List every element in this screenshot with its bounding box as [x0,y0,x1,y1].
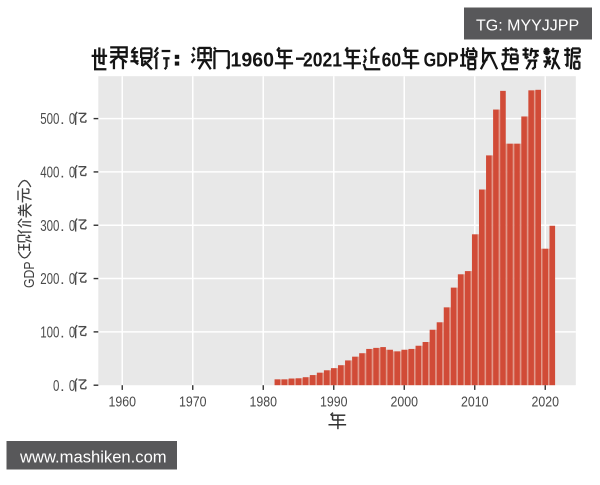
svg-text:0: 0 [69,165,75,182]
svg-text:1980: 1980 [250,395,278,411]
svg-text:2010: 2010 [461,395,489,411]
svg-text:TG: MYYJJPP: TG: MYYJJPP [476,18,579,35]
svg-text:1960: 1960 [231,48,275,71]
svg-text:100: 100 [40,325,59,342]
svg-text:400: 400 [40,165,59,182]
svg-text:0: 0 [69,325,75,342]
svg-text:.: . [60,378,64,395]
svg-text:500: 500 [40,111,59,128]
svg-text:.: . [60,218,64,235]
svg-text:GDP: GDP [21,262,38,289]
svg-text:60: 60 [382,48,402,71]
svg-text:.: . [60,165,64,182]
svg-text:300: 300 [40,218,59,235]
svg-text:www.mashiken.com: www.mashiken.com [19,447,167,466]
svg-text:2021: 2021 [303,48,342,71]
svg-text:0: 0 [53,378,59,395]
svg-text:.: . [60,111,64,128]
svg-text:0: 0 [69,271,75,288]
svg-text:.: . [60,271,64,288]
svg-text:2000: 2000 [391,395,419,411]
svg-text:200: 200 [40,271,59,288]
svg-text:1970: 1970 [179,395,207,411]
svg-text:1960: 1960 [109,395,137,411]
svg-text:.: . [60,325,64,342]
svg-text:0: 0 [69,218,75,235]
svg-text:2020: 2020 [532,395,560,411]
svg-text:0: 0 [69,111,75,128]
svg-text:GDP: GDP [424,48,459,71]
svg-text:1990: 1990 [320,395,348,411]
svg-text:0: 0 [69,378,75,395]
